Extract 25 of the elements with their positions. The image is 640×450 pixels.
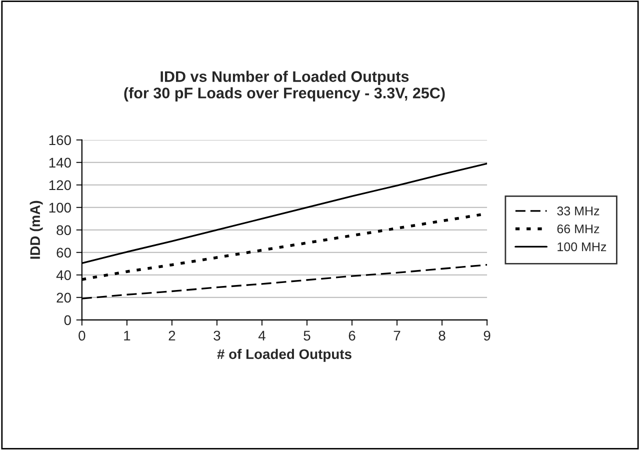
y-tick-label: 160: [49, 135, 71, 146]
y-tick-label: 40: [56, 270, 71, 280]
y-tick-label: 80: [56, 225, 71, 236]
x-tick-label: 8: [438, 330, 446, 341]
x-tick-label: 0: [78, 330, 86, 341]
x-tick-label: 6: [348, 330, 356, 341]
y-tick-label: 140: [49, 158, 71, 168]
x-tick-label: 2: [168, 330, 176, 340]
y-tick-label: 20: [56, 292, 71, 303]
y-tick-label: 0: [64, 315, 71, 326]
x-axis-title: # of Loaded Outputs: [217, 348, 352, 362]
legend-label: 33 MHz: [557, 206, 600, 216]
x-tick-label: 4: [258, 330, 266, 340]
chart-title: IDD vs Number of Loaded Outputs (for 30 pF Loads over Frequency - 3.3V, 25C): [124, 70, 445, 102]
x-tick-label: 9: [484, 330, 490, 341]
x-tick-label: 5: [304, 330, 310, 341]
legend-label: 66 MHz: [557, 224, 600, 234]
x-tick-label: 1: [124, 330, 130, 340]
y-axis-title: IDD (mA): [30, 200, 43, 259]
y-tick-label: 120: [49, 180, 71, 190]
x-tick-label: 3: [214, 330, 220, 341]
x-tick-label: 7: [394, 330, 400, 340]
y-tick-label: 100: [49, 202, 71, 213]
legend-label: 100 MHz: [558, 242, 606, 252]
y-tick-label: 60: [56, 248, 71, 258]
